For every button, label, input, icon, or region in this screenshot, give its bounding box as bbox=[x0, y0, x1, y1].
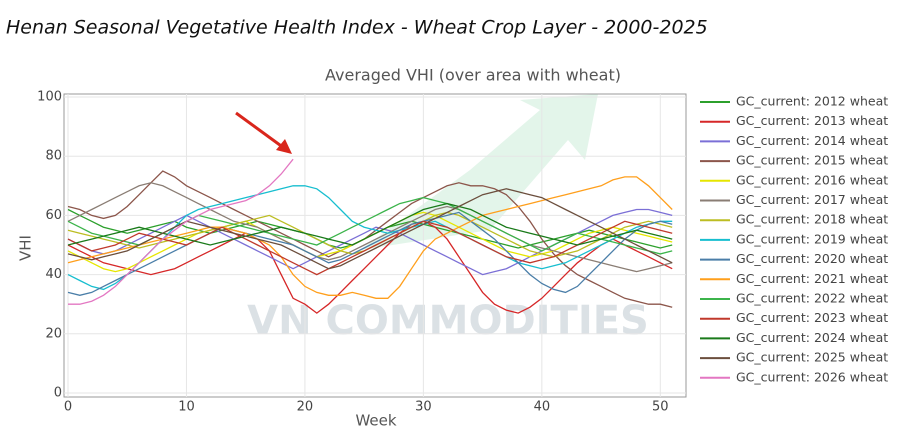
x-tick-label: 50 bbox=[652, 400, 669, 415]
legend-label: GC_current: 2015 wheat bbox=[736, 153, 888, 168]
legend-label: GC_current: 2024 wheat bbox=[736, 330, 888, 345]
legend-label: GC_current: 2014 wheat bbox=[736, 133, 888, 148]
x-tick-label: 40 bbox=[534, 400, 551, 415]
y-tick-label: 60 bbox=[45, 208, 62, 223]
y-tick-label: 80 bbox=[45, 149, 62, 164]
legend-label: GC_current: 2016 wheat bbox=[736, 172, 888, 187]
series-line bbox=[67, 176, 673, 299]
x-tick-label: 10 bbox=[178, 400, 195, 415]
series-line bbox=[67, 202, 673, 246]
x-tick-label: 30 bbox=[415, 400, 432, 415]
series-line bbox=[67, 211, 673, 296]
legend-label: GC_current: 2018 wheat bbox=[736, 212, 888, 227]
chart-title: Averaged VHI (over area with wheat) bbox=[325, 66, 621, 85]
plot-frame bbox=[63, 93, 687, 398]
legend-label: GC_current: 2023 wheat bbox=[736, 310, 888, 325]
legend-label: GC_current: 2025 wheat bbox=[736, 350, 888, 365]
y-tick-label: 0 bbox=[54, 386, 62, 401]
legend-label: GC_current: 2012 wheat bbox=[736, 94, 888, 109]
y-axis-label: VHI bbox=[17, 235, 35, 261]
series-line bbox=[67, 220, 673, 276]
watermark: VN COMMODITIES bbox=[247, 298, 649, 344]
watermark-arrow bbox=[360, 94, 598, 250]
annotation-arrow bbox=[235, 111, 285, 150]
x-tick-label: 20 bbox=[297, 400, 314, 415]
legend-label: GC_current: 2026 wheat bbox=[736, 369, 888, 384]
series-line bbox=[68, 158, 294, 305]
legend-label: GC_current: 2013 wheat bbox=[736, 113, 888, 128]
y-tick-label: 20 bbox=[45, 326, 62, 341]
legend-label: GC_current: 2020 wheat bbox=[736, 251, 888, 266]
legend-label: GC_current: 2017 wheat bbox=[736, 192, 888, 207]
series-line bbox=[67, 170, 673, 308]
series-line bbox=[67, 185, 673, 291]
series-line bbox=[67, 220, 673, 314]
legend-label: GC_current: 2022 wheat bbox=[736, 291, 888, 306]
series-line bbox=[67, 188, 673, 270]
page-title: Henan Seasonal Vegetative Health Index -… bbox=[6, 17, 708, 39]
x-axis-label: Week bbox=[355, 412, 396, 430]
y-tick-label: 100 bbox=[37, 90, 62, 105]
y-tick-label: 40 bbox=[45, 267, 62, 282]
legend-label: GC_current: 2021 wheat bbox=[736, 271, 888, 286]
series-line bbox=[67, 182, 673, 273]
x-tick-label: 0 bbox=[64, 400, 72, 415]
annotation-arrowhead bbox=[276, 139, 292, 154]
legend-label: GC_current: 2019 wheat bbox=[736, 231, 888, 246]
